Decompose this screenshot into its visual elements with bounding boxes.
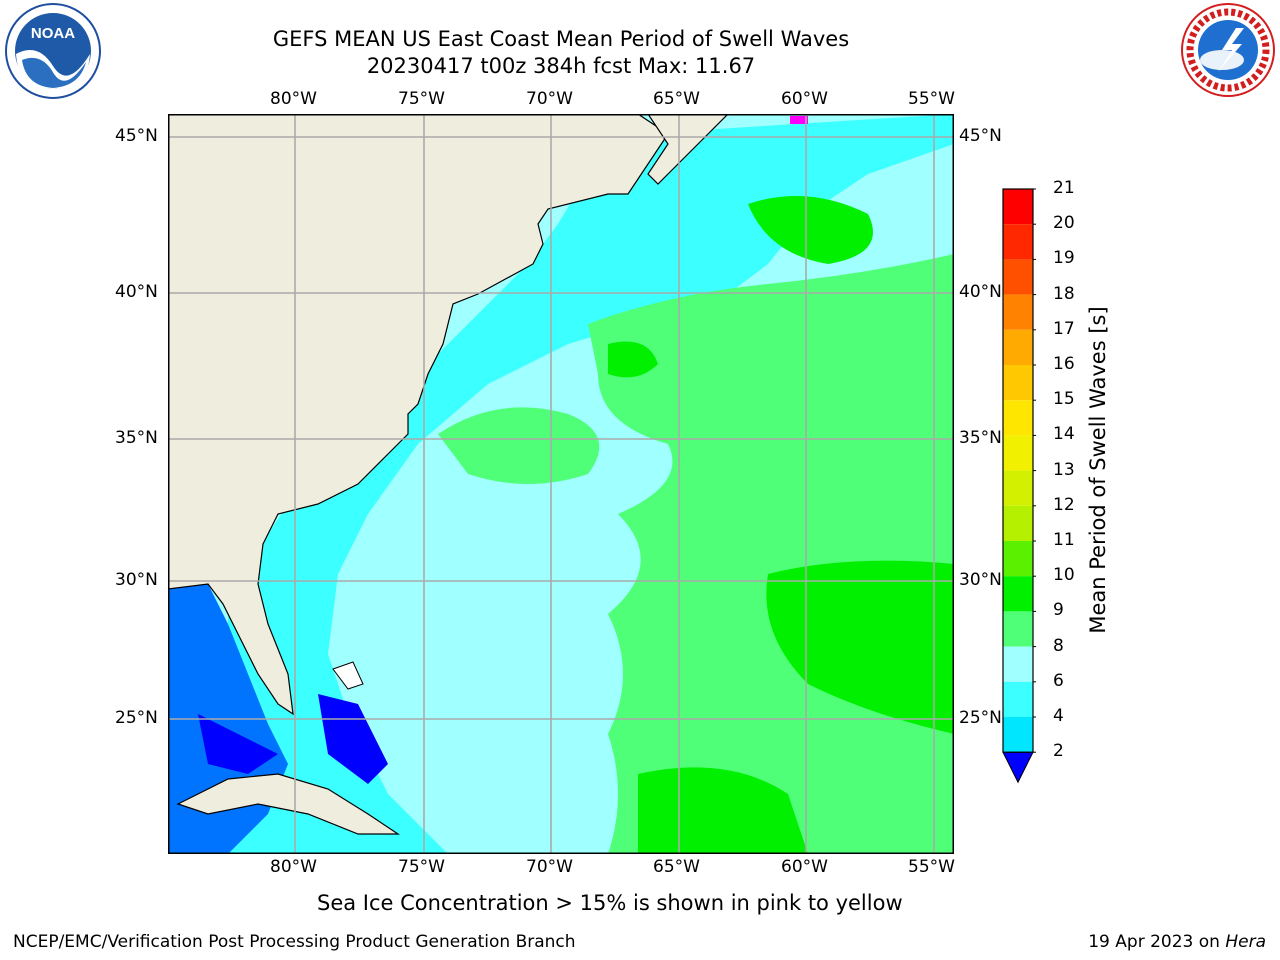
lon-label-top: 60°W: [781, 89, 828, 109]
swell-10s-north: [748, 196, 873, 264]
colorbar-segment: [1003, 365, 1033, 401]
sea-ice-note: Sea Ice Concentration > 15% is shown in …: [317, 891, 903, 915]
lon-label-top: 70°W: [526, 89, 573, 109]
lat-label-right: 40°N: [959, 282, 1002, 302]
lon-label-top: 75°W: [398, 89, 445, 109]
lon-label-top: 65°W: [653, 89, 700, 109]
colorbar-tick-label: 2: [1053, 741, 1064, 762]
lon-label-bottom: 60°W: [781, 857, 828, 877]
land-nova-scotia: [647, 114, 729, 185]
lat-label-left: 30°N: [115, 570, 158, 590]
lat-label-left: 35°N: [115, 428, 158, 448]
colorbar-tick-label: 21: [1053, 178, 1075, 198]
lon-label-bottom: 70°W: [526, 857, 573, 877]
colorbar-segment: [1003, 189, 1033, 225]
colorbar-segment: [1003, 294, 1033, 330]
swell-9s-patch: [438, 407, 600, 484]
colorbar-tick-label: 13: [1053, 459, 1075, 480]
colorbar-segment: [1003, 611, 1033, 647]
swell-10s-south: [638, 767, 808, 854]
colorbar-tick-label: 10: [1053, 565, 1075, 586]
footer-date-text: 19 Apr 2023 on: [1088, 932, 1226, 952]
noaa-logo: NOAA: [5, 3, 101, 99]
colorbar-segment: [1003, 400, 1033, 436]
lon-label-top: 80°W: [270, 89, 317, 109]
colorbar-segment: [1003, 470, 1033, 506]
colorbar-segment: [1003, 646, 1033, 682]
colorbar-tick-label: 4: [1053, 706, 1064, 726]
bahamas-low: [318, 694, 388, 784]
colorbar-tick-label: 17: [1053, 318, 1075, 339]
chart-title: GEFS MEAN US East Coast Mean Period of S…: [272, 27, 850, 51]
colorbar-segment: [1003, 576, 1033, 612]
gulf-very-low: [198, 714, 278, 774]
swell-10s-patch: [608, 341, 658, 378]
colorbar-tick-label: 14: [1053, 424, 1075, 445]
colorbar-segment: [1003, 259, 1033, 295]
colorbar-segment: [1003, 224, 1033, 260]
lon-label-bottom: 65°W: [653, 857, 700, 877]
lat-label-right: 45°N: [959, 126, 1002, 146]
colorbar-segment: [1003, 435, 1033, 471]
footer-date: 19 Apr 2023 on Hera: [1088, 932, 1266, 952]
sea-ice-marker: [790, 116, 808, 124]
map-frame: [168, 114, 954, 854]
noaa-logo-icon: NOAA: [5, 3, 101, 99]
swell-period-map: [168, 114, 954, 854]
colorbar-label: Mean Period of Swell Waves [s]: [1086, 306, 1110, 634]
colorbar-tick-label: 15: [1053, 389, 1075, 410]
colorbar-segment: [1003, 541, 1033, 577]
colorbar-tick-label: 16: [1053, 354, 1075, 374]
lon-label-bottom: 75°W: [398, 857, 445, 877]
colorbar-segment: [1003, 505, 1033, 541]
graticule: [168, 114, 954, 854]
colorbar-segment: [1003, 329, 1033, 365]
chart-subtitle: 20230417 t00z 384h fcst Max: 11.67: [366, 54, 756, 78]
lat-label-left: 45°N: [115, 126, 158, 146]
nearshore-band: [228, 114, 954, 854]
lat-label-right: 35°N: [959, 428, 1002, 448]
lat-label-right: 30°N: [959, 570, 1002, 590]
svg-text:NOAA: NOAA: [31, 25, 75, 42]
land-cuba: [176, 773, 400, 835]
lat-label-right: 25°N: [959, 708, 1002, 728]
colorbar-tick-label: 20: [1053, 213, 1075, 234]
swell-10s-east: [766, 560, 954, 734]
lon-label-bottom: 80°W: [270, 857, 317, 877]
land-north-america: [168, 114, 669, 716]
lat-label-left: 40°N: [115, 282, 158, 302]
swell-9s-region: [588, 254, 954, 854]
colorbar-extend-arrow: [1002, 751, 1034, 784]
colorbar-tick-label: 12: [1053, 494, 1075, 515]
nws-logo-icon: [1181, 3, 1275, 97]
colorbar-tick-label: 18: [1053, 283, 1075, 304]
footer-credit: NCEP/EMC/Verification Post Processing Pr…: [13, 932, 576, 952]
nws-logo: [1181, 3, 1275, 97]
colorbar: [1002, 188, 1036, 784]
lon-label-bottom: 55°W: [908, 857, 955, 877]
colorbar-tick-label: 6: [1053, 670, 1064, 691]
colorbar-tick-label: 11: [1053, 530, 1075, 550]
footer-host: Hera: [1225, 932, 1266, 952]
lat-label-left: 25°N: [115, 708, 158, 728]
lon-label-top: 55°W: [908, 89, 955, 109]
colorbar-tick-label: 8: [1053, 635, 1064, 656]
colorbar-segment: [1003, 717, 1033, 753]
land-bahamas: [332, 661, 364, 690]
colorbar-tick-label: 9: [1053, 600, 1064, 621]
colorbar-segment: [1003, 681, 1033, 717]
colorbar-tick-label: 19: [1053, 248, 1075, 269]
